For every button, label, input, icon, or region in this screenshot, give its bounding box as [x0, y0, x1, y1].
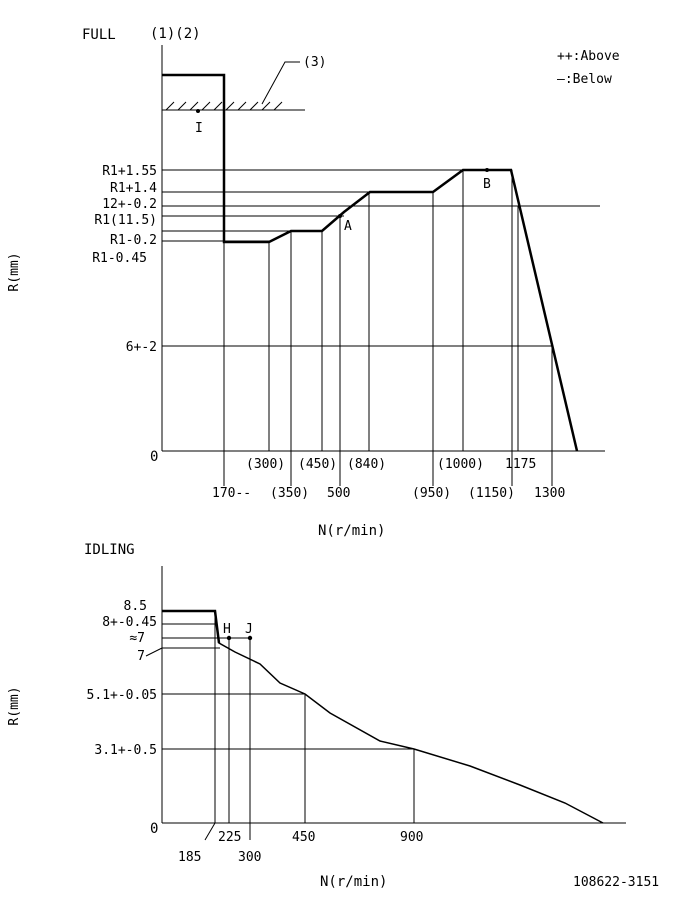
y-label-5.1: 5.1+-0.05	[87, 688, 157, 703]
x-label-500: 500	[327, 486, 350, 501]
full-title: FULL	[82, 27, 116, 43]
point-i-label: I	[195, 121, 203, 136]
x-label-450i: 450	[292, 830, 315, 845]
x-label-1300: 1300	[534, 486, 565, 501]
y-label-8.5: 8.5	[124, 599, 147, 614]
full-markers: (1)(2)	[150, 26, 201, 42]
idling-ylabel: R(mm)	[7, 686, 22, 725]
full-xlabel: N(r/min)	[318, 523, 385, 539]
x-label-170: 170--	[212, 486, 251, 501]
y-label-r1-1.55: R1+1.55	[102, 164, 157, 179]
full-zero: 0	[150, 449, 158, 465]
ref3-label: (3)	[303, 55, 326, 70]
point-b-dot	[485, 168, 489, 172]
x-label-950: (950)	[412, 486, 451, 501]
idling-zero: 0	[150, 821, 158, 837]
y-label-7-leader	[145, 647, 163, 657]
y-label-r1-0.2: R1-0.2	[110, 233, 157, 248]
full-ylabel: R(mm)	[7, 252, 22, 291]
point-a-dot	[338, 214, 342, 218]
idling-curve-bold	[162, 609, 221, 644]
y-label-r1: R1(11.5)	[94, 213, 157, 228]
point-h-label: H	[223, 622, 231, 637]
x-label-225: 225	[218, 830, 241, 845]
x-label-350: (350)	[270, 486, 309, 501]
x-label-1000: (1000)	[437, 457, 484, 472]
x-label-300i: 300	[238, 850, 261, 865]
y-label-3.1: 3.1+-0.5	[94, 743, 157, 758]
idling-title: IDLING	[84, 542, 135, 558]
point-j-label: J	[245, 622, 253, 637]
x-label-185: 185	[178, 850, 201, 865]
y-label-r1-0.45: R1-0.45	[92, 251, 147, 266]
point-i-dot	[196, 109, 200, 113]
point-a-label: A	[344, 219, 352, 234]
point-b-label: B	[483, 177, 491, 192]
x-label-840: (840)	[347, 457, 386, 472]
idling-chart	[161, 566, 626, 841]
hatch-marks	[165, 101, 283, 111]
legend-below: —:Below	[557, 72, 612, 87]
y-label-approx7: ≈7	[129, 631, 145, 646]
legend-above: ++:Above	[557, 49, 620, 64]
x-label-900: 900	[400, 830, 423, 845]
idling-xlabel: N(r/min)	[320, 874, 387, 890]
y-label-12: 12+-0.2	[102, 197, 157, 212]
drawing-number: 108622-3151	[573, 875, 659, 890]
y-label-8: 8+-0.45	[102, 615, 157, 630]
leader-3	[261, 61, 300, 105]
y-label-7: 7	[137, 649, 145, 664]
idling-curve	[162, 610, 604, 824]
full-curve	[162, 73, 579, 452]
tick-185	[204, 822, 216, 841]
x-label-300: (300)	[246, 457, 285, 472]
y-label-6: 6+-2	[126, 340, 157, 355]
x-label-1175: 1175	[505, 457, 536, 472]
x-label-1150: (1150)	[468, 486, 515, 501]
x-label-450: (450)	[298, 457, 337, 472]
y-label-r1-1.4: R1+1.4	[110, 181, 157, 196]
point-h-dot	[226, 635, 232, 641]
full-chart	[161, 45, 605, 486]
point-j-dot	[247, 635, 253, 641]
